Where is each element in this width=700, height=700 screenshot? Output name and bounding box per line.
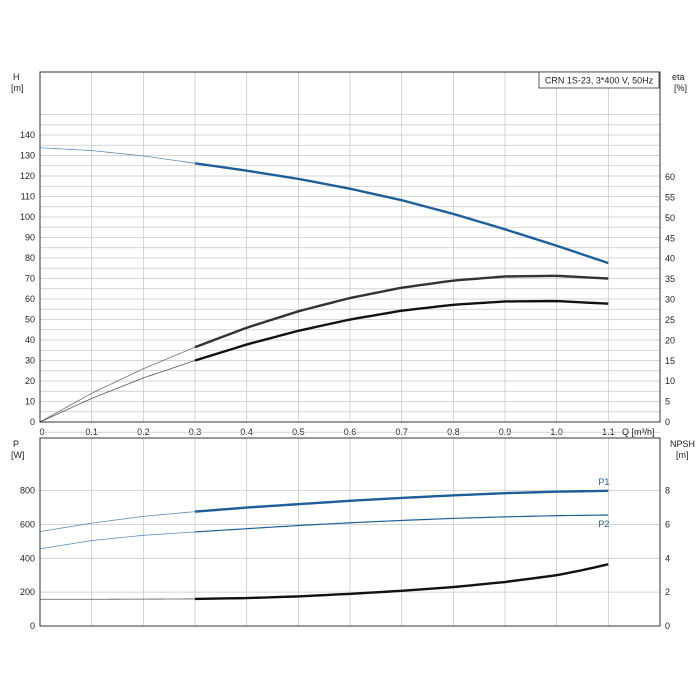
top-right-axis-label-symbol: eta — [672, 72, 685, 82]
right-y-tick-label: 55 — [665, 192, 675, 202]
left-y-tick-label: 140 — [20, 130, 35, 140]
plot-frame — [39, 71, 661, 423]
left-y-tick-label: 800 — [20, 486, 35, 496]
power-npsh-panel: 0 200 400 600 800 0 2 4 6 8 P1 P2 — [20, 437, 670, 631]
right-y-tick-label: 4 — [665, 553, 670, 563]
bottom-right-axis-label-unit: [m] — [676, 450, 689, 460]
right-y-tick-label: 20 — [665, 335, 675, 345]
left-y-tick-label: 130 — [20, 151, 35, 161]
plot-frame — [39, 437, 661, 627]
bottom-series-0-extrapolated-line — [39, 511, 196, 532]
left-y-tick-label: 100 — [20, 212, 35, 222]
bottom-left-axis-label-symbol: P — [13, 439, 19, 449]
right-y-tick-label: 60 — [665, 172, 675, 182]
right-y-tick-label: 30 — [665, 295, 675, 305]
right-y-tick-label: 0 — [665, 621, 670, 631]
top-left-axis-label-unit: [m] — [11, 83, 24, 93]
left-y-tick-label: 90 — [25, 233, 35, 243]
chart-title: CRN 1S-23, 3*400 V, 50Hz — [545, 76, 654, 86]
left-y-tick-label: 30 — [25, 356, 35, 366]
right-y-tick-label: 10 — [665, 376, 675, 386]
left-y-tick-label: 0 — [30, 621, 35, 631]
left-y-tick-label: 40 — [25, 335, 35, 345]
left-y-tick-label: 10 — [25, 397, 35, 407]
left-y-tick-label: 70 — [25, 274, 35, 284]
left-y-tick-label: 600 — [20, 519, 35, 529]
right-y-tick-label: 45 — [665, 233, 675, 243]
bottom-series-2-line — [194, 563, 609, 601]
bottom-series-0-line — [194, 489, 609, 513]
bottom-right-axis-label-symbol: NPSH — [670, 439, 695, 449]
chart-title-box: CRN 1S-23, 3*400 V, 50Hz — [538, 71, 660, 89]
series-label-p1: P1 — [598, 477, 609, 487]
right-y-tick-label: 50 — [665, 213, 675, 223]
left-y-tick-label: 0 — [30, 417, 35, 427]
right-y-tick-label: 6 — [665, 519, 670, 529]
left-y-tick-label: 120 — [20, 171, 35, 181]
right-y-tick-label: 2 — [665, 587, 670, 597]
right-y-tick-label: 8 — [665, 486, 670, 496]
series-label-p2: P2 — [598, 519, 609, 529]
left-y-tick-label: 60 — [25, 294, 35, 304]
left-y-tick-label: 110 — [21, 192, 35, 202]
top-series-2-extrapolated-line — [39, 360, 196, 423]
left-y-tick-label: 80 — [25, 253, 35, 263]
top-series-1-line — [194, 274, 609, 349]
head-efficiency-panel: 0.10.20.30.40.50.60.70.80.91.01.10010203… — [20, 71, 675, 437]
bottom-left-axis-label-unit: [W] — [11, 450, 25, 460]
left-y-tick-label: 200 — [20, 587, 35, 597]
right-y-tick-label: 5 — [665, 397, 670, 407]
top-series-0-line — [194, 162, 609, 265]
bottom-series-1-line — [194, 514, 609, 533]
chart-title-frame — [538, 71, 660, 89]
top-series-0-extrapolated-line — [39, 147, 196, 164]
right-y-tick-label: 25 — [665, 315, 675, 325]
top-right-axis-label-unit: [%] — [674, 83, 687, 93]
top-left-axis-label-symbol: H — [13, 72, 20, 82]
right-y-tick-label: 15 — [665, 356, 675, 366]
left-y-tick-label: 20 — [25, 376, 35, 386]
top-x-axis-label: Q [m³/h] — [622, 427, 655, 437]
top-series-1-extrapolated-line — [39, 346, 196, 423]
left-y-tick-label: 400 — [20, 553, 35, 563]
left-y-tick-label: 50 — [25, 315, 35, 325]
right-y-tick-label: 35 — [665, 274, 675, 284]
bottom-series-1-extrapolated-line — [39, 531, 196, 550]
right-y-tick-label: 0 — [665, 417, 670, 427]
top-series-2-line — [194, 299, 609, 362]
right-y-tick-label: 40 — [665, 254, 675, 264]
